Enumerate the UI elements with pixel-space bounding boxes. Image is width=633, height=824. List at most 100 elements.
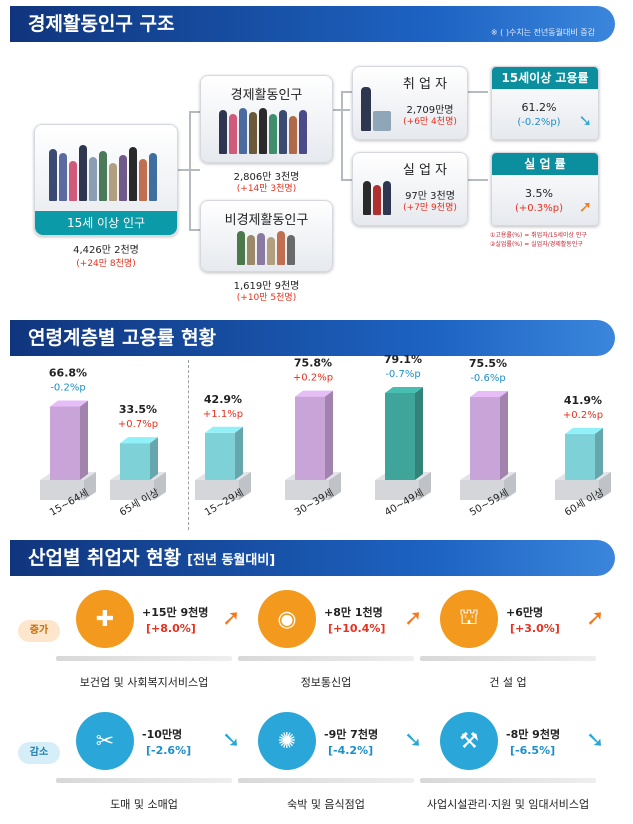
- service-icon: ✺: [258, 712, 316, 770]
- unemployed-label: 실 업 자: [402, 163, 448, 178]
- emp-rate-change: (-0.2%p): [517, 117, 561, 128]
- bar-side: [80, 400, 88, 480]
- increase-tag: 증가: [18, 620, 60, 642]
- bar-change-label: +0.2%p: [293, 373, 333, 384]
- bar-pedestal-front: [285, 480, 329, 500]
- bar-value-label: 42.9%: [204, 393, 242, 406]
- econ-active-value: 2,806만 3천명: [233, 172, 300, 183]
- bar: [295, 396, 325, 480]
- industry-underline: [238, 656, 414, 661]
- formula-note-2: ②실업률(%) = 실업자/경제활동인구: [490, 241, 583, 248]
- health-icon: ✚: [76, 590, 134, 648]
- section-banner-age: 연령계층별 고용률 현황: [10, 320, 615, 356]
- pop15-change: (+24만 8천명): [76, 259, 136, 269]
- bar-change-label: -0.7%p: [385, 369, 420, 380]
- bar-pedestal-front: [460, 480, 504, 500]
- pop15-box: 15세 이상 인구: [34, 124, 178, 236]
- industry-change-pct: [+10.4%]: [328, 622, 386, 635]
- bar-value-label: 33.5%: [119, 403, 157, 416]
- chart-divider: [188, 360, 189, 530]
- industry-change-pct: [-6.5%]: [510, 744, 556, 757]
- bar: [120, 443, 150, 480]
- employed-value: 2,709만명: [406, 105, 454, 116]
- industry-name: 숙박 및 음식점업: [287, 798, 365, 811]
- bar-pedestal-front: [195, 480, 239, 500]
- bar-top: [205, 426, 243, 433]
- industry-name: 정보통신업: [300, 676, 352, 689]
- industry-name: 건 설 업: [489, 676, 527, 689]
- bar-value-label: 75.8%: [294, 357, 332, 370]
- pop15-label: 15세 이상 인구: [35, 211, 177, 235]
- bar-pedestal-side: [599, 472, 611, 500]
- industry-underline: [56, 656, 232, 661]
- industry-change-pct: [+3.0%]: [510, 622, 560, 635]
- econ-active-change: (+14만 3천명): [236, 184, 297, 194]
- unemployed-change: (+7만 9천명): [403, 203, 457, 213]
- bar-side: [595, 427, 603, 480]
- bar-value-label: 41.9%: [564, 394, 602, 407]
- bar-pedestal-front: [375, 480, 419, 500]
- econ-active-box: 경제활동인구: [200, 75, 333, 163]
- bar-pedestal-front: [555, 480, 599, 500]
- tools-people-icon: ⚒: [440, 712, 498, 770]
- bar-side: [235, 426, 243, 480]
- section-banner-structure: 경제활동인구 구조: [10, 6, 615, 42]
- bar-change-label: +0.7%p: [118, 419, 158, 430]
- jobseeker-icon: [363, 181, 391, 215]
- bar-side: [325, 390, 333, 480]
- people-group-icon: [49, 145, 157, 201]
- bar: [205, 432, 235, 480]
- bar-pedestal-front: [110, 480, 154, 500]
- sale-tag-icon: ✂: [76, 712, 134, 770]
- up-arrow-icon: ➚: [222, 606, 241, 631]
- bar-pedestal-side: [239, 472, 251, 500]
- industry-underline: [238, 778, 414, 783]
- formula-note-1: ①고용률(%) = 취업자/15세이상 인구: [490, 232, 587, 239]
- unemployed-value: 97만 3천명: [405, 191, 455, 202]
- up-arrow-icon: ➚: [578, 197, 592, 216]
- industry-change-value: +15만 9천명: [142, 606, 209, 619]
- industry-underline: [56, 778, 232, 783]
- employed-label: 취 업 자: [402, 77, 448, 92]
- pop15-value: 4,426만 2천명: [73, 245, 139, 256]
- office-worker-icon: [361, 87, 391, 131]
- emp-rate-label: 15세이상 고용률: [492, 67, 598, 89]
- bar-value-label: 66.8%: [49, 367, 87, 380]
- industry-change-pct: [-4.2%]: [328, 744, 374, 757]
- emp-rate-card: 15세이상 고용률 61.2% (-0.2%p) ➘: [491, 66, 599, 140]
- bar-pedestal-side: [84, 472, 96, 500]
- section-title: 연령계층별 고용률 현황: [28, 327, 217, 349]
- emp-rate-value: 61.2%: [521, 101, 557, 114]
- bar-top: [295, 390, 333, 397]
- industry-change-pct: [+8.0%]: [146, 622, 196, 635]
- econ-active-label: 경제활동인구: [230, 88, 303, 103]
- down-arrow-icon: ➘: [586, 728, 605, 753]
- non-active-change: (+10만 5천명): [236, 293, 297, 303]
- section-title: 경제활동인구 구조: [28, 13, 175, 35]
- up-arrow-icon: ➚: [404, 606, 423, 631]
- bar: [470, 396, 500, 480]
- bar-pedestal-side: [154, 472, 166, 500]
- bar-top: [120, 437, 158, 444]
- employed-change: (+6만 4천명): [403, 117, 457, 127]
- industry-change-value: -9만 7천명: [324, 728, 379, 741]
- bar-top: [565, 427, 603, 434]
- unemp-rate-card: 실 업 률 3.5% (+0.3%p) ➚: [491, 152, 599, 226]
- bar-value-label: 75.5%: [469, 357, 507, 370]
- mouse-icon: ◉: [258, 590, 316, 648]
- section-subtitle: [전년 동월대비]: [187, 553, 276, 568]
- down-arrow-icon: ➘: [222, 728, 241, 753]
- bar-pedestal-side: [329, 472, 341, 500]
- section-banner-industry: 산업별 취업자 현황 [전년 동월대비]: [10, 540, 615, 576]
- non-active-box: 비경제활동인구: [200, 200, 333, 272]
- change-note: ※ ( )수치는 전년동월대비 증감: [490, 28, 595, 37]
- bar-value-label: 79.1%: [384, 355, 422, 366]
- bar-pedestal-front: [40, 480, 84, 500]
- employed-box: 취 업 자 2,709만명 (+6만 4천명): [352, 66, 468, 140]
- industry-change-value: -10만명: [142, 728, 183, 741]
- bar: [50, 406, 80, 480]
- industry-change-value: -8만 9천명: [506, 728, 561, 741]
- industry-change-pct: [-2.6%]: [146, 744, 192, 757]
- industry-change-value: +8만 1천명: [324, 606, 383, 619]
